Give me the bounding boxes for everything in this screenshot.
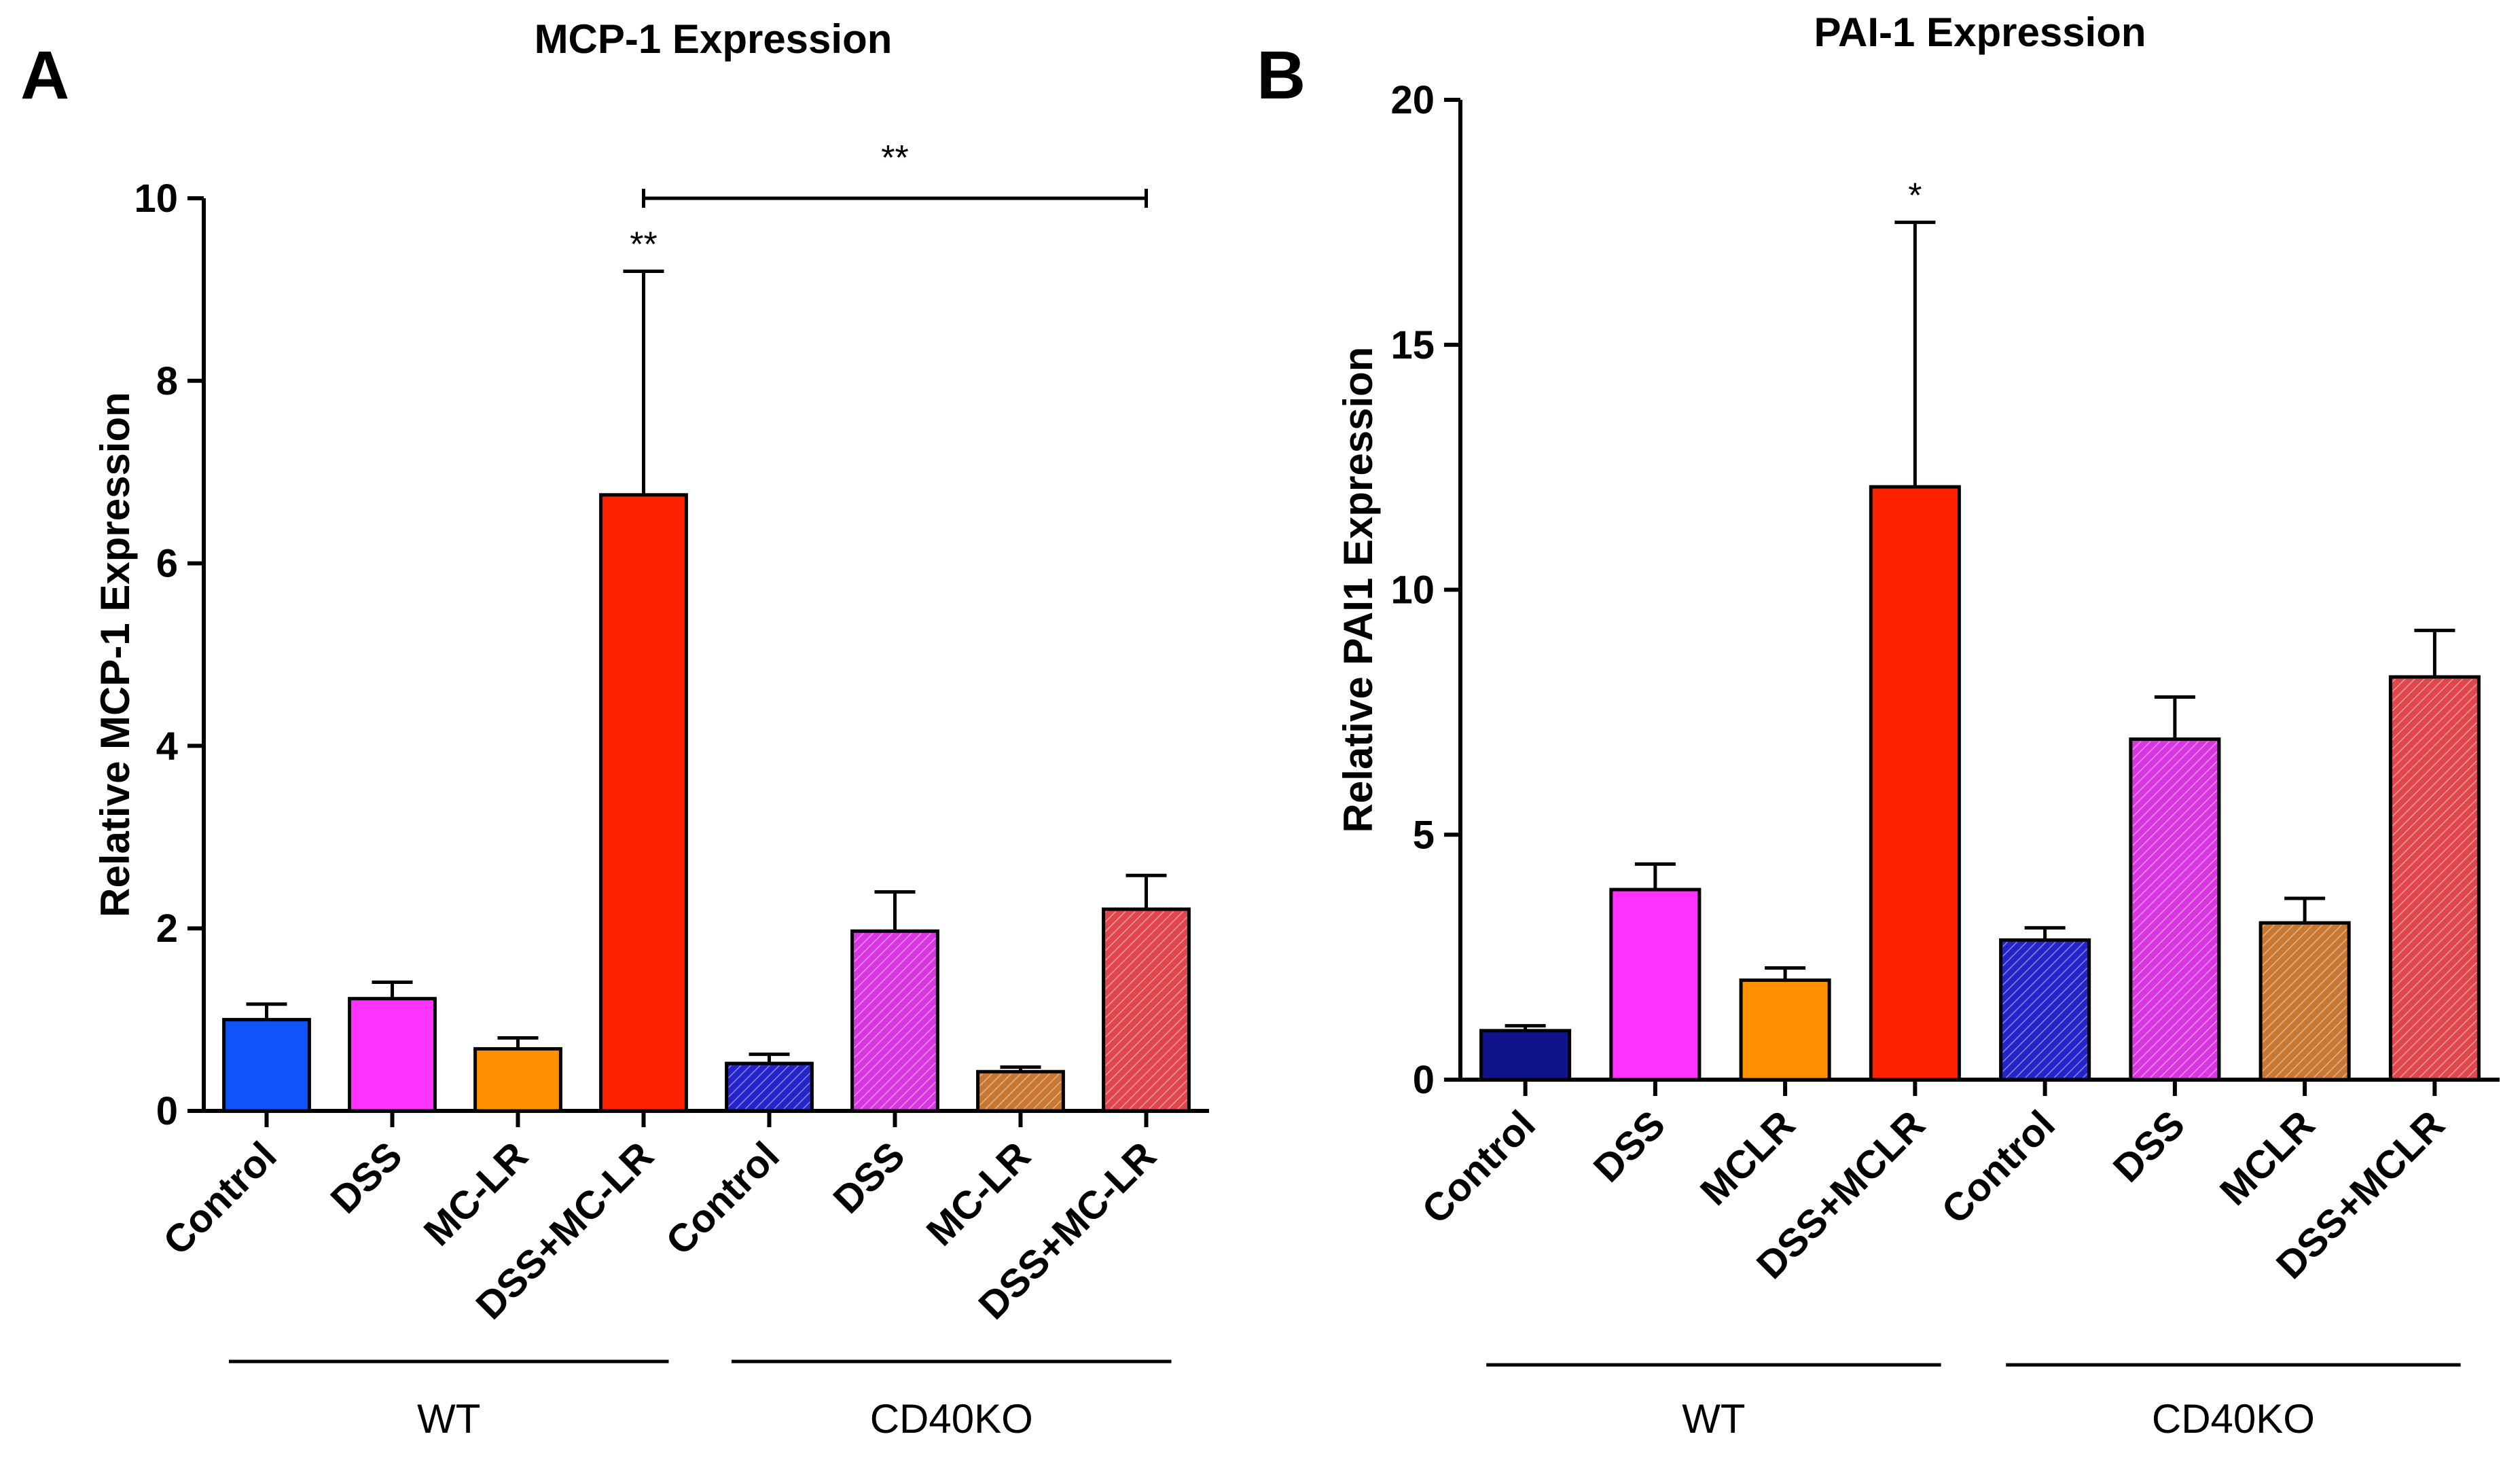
y-tick-label: 15 (1390, 323, 1435, 367)
chart-title: PAI-1 Expression (1814, 10, 2146, 55)
group-label: CD40KO (870, 1396, 1033, 1442)
category-label: DSS (322, 1133, 410, 1222)
bar-hatch (2392, 678, 2477, 1078)
y-tick-label: 2 (156, 907, 178, 951)
category-label: MCLR (2212, 1102, 2323, 1213)
significance-mark: ** (630, 225, 657, 265)
y-tick-label: 4 (156, 724, 178, 768)
category-label: Control (155, 1133, 285, 1264)
category-label: DSS (825, 1133, 913, 1222)
category-label: DSS (2105, 1102, 2193, 1190)
bar (222, 1018, 311, 1113)
bar-hatch (2132, 741, 2217, 1078)
panel-letter-a: A (20, 37, 69, 113)
bar (473, 1047, 562, 1113)
bar-hatch (854, 933, 936, 1109)
y-tick-label: 0 (1413, 1058, 1435, 1102)
y-tick-label: 20 (1390, 78, 1435, 122)
y-axis-label: Relative PAI1 Expression (1335, 347, 1381, 833)
group-label: CD40KO (2152, 1396, 2315, 1442)
bar-hatch (728, 1065, 810, 1109)
y-tick-label: 10 (134, 177, 178, 221)
category-label: MCLR (1692, 1102, 1803, 1213)
bar-hatch (2002, 942, 2087, 1078)
chart-mcp1: MCP-1 Expression Relative MCP-1 Expressio… (92, 16, 1209, 1442)
bar-hatch (979, 1074, 1062, 1109)
bar-hatch (2263, 925, 2347, 1078)
bar (1739, 978, 1831, 1082)
bar-hatch (1105, 911, 1187, 1109)
bar (1869, 485, 1961, 1082)
significance-mark: * (1908, 176, 1922, 215)
category-label: Control (658, 1133, 788, 1264)
category-label: MC-LR (416, 1133, 537, 1254)
bar (1609, 887, 1702, 1082)
y-tick-label: 0 (156, 1089, 178, 1133)
y-tick-label: 6 (156, 542, 178, 586)
y-axis-label: Relative MCP-1 Expression (92, 392, 138, 917)
group-label: WT (417, 1396, 480, 1442)
chart-pai1: PAI-1 Expression Relative PAI1 Expression… (1335, 10, 2500, 1442)
bracket-label: ** (881, 139, 908, 178)
category-label: Control (1933, 1102, 2064, 1232)
bar (348, 997, 437, 1113)
bar (1479, 1029, 1572, 1082)
panel-letter-b: B (1257, 37, 1306, 113)
category-label: MC-LR (918, 1133, 1039, 1254)
category-label: DSS (1585, 1102, 1674, 1190)
y-tick-label: 8 (156, 359, 178, 403)
y-tick-label: 10 (1390, 568, 1435, 612)
y-tick-label: 5 (1413, 813, 1435, 857)
group-label: WT (1682, 1396, 1745, 1442)
bar (599, 493, 688, 1113)
category-label: Control (1414, 1102, 1544, 1232)
chart-title: MCP-1 Expression (535, 16, 893, 62)
